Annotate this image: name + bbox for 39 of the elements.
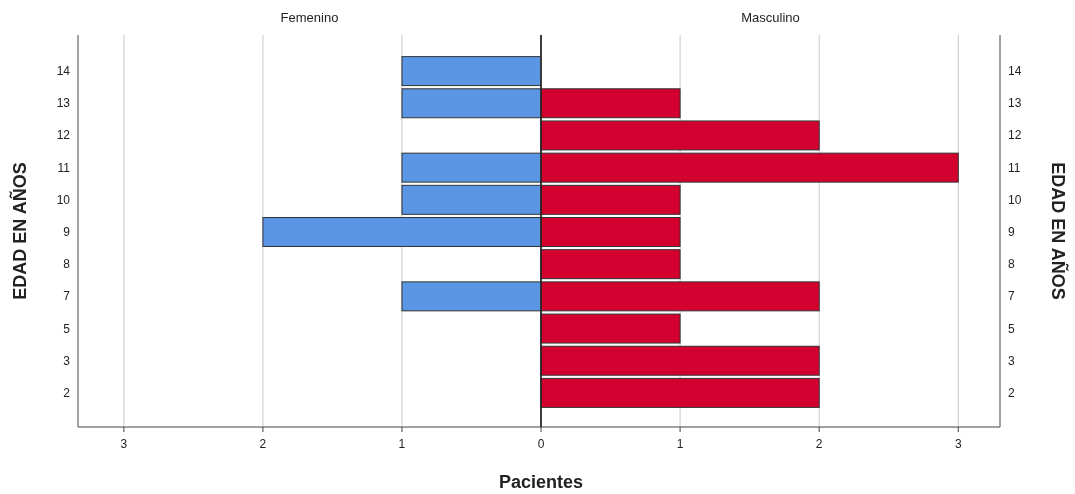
x-tick-label: 0 — [537, 437, 545, 451]
x-tick-label: 1 — [398, 437, 406, 451]
x-tick-label: 2 — [815, 437, 823, 451]
x-tick-label: 3 — [120, 437, 128, 451]
text: Femenino — [280, 10, 339, 25]
y-tick-label: 8 — [63, 257, 71, 272]
y-tick-label: 11 — [1008, 160, 1021, 175]
y-tick-label: 14 — [56, 64, 71, 79]
y-tick-label: 7 — [63, 289, 71, 304]
bar — [540, 313, 681, 344]
y-tick-label: 2 — [63, 385, 71, 400]
bar — [540, 345, 820, 376]
bar — [540, 377, 820, 408]
bar — [540, 120, 820, 151]
y-tick-label: 10 — [56, 192, 71, 207]
y-tick-label: 3 — [1008, 353, 1015, 368]
x-tick-label: 2 — [259, 437, 267, 451]
y-tick-label: 14 — [1008, 64, 1022, 79]
y-tick-label: 10 — [1008, 192, 1022, 207]
y-tick-label: 13 — [56, 96, 71, 111]
bar — [540, 249, 681, 280]
text: Masculino — [741, 10, 800, 25]
y-tick-label: 3 — [63, 353, 71, 368]
y-tick-label: 12 — [1008, 128, 1022, 143]
y-tick-label: 5 — [1008, 321, 1015, 336]
y-tick-label: 13 — [1008, 96, 1022, 111]
y-tick-label: 7 — [1008, 289, 1015, 304]
y-tick-label: 12 — [56, 128, 71, 143]
x-axis-title: Pacientes — [498, 472, 584, 492]
y-tick-label: 5 — [63, 321, 71, 336]
y-tick-label: 9 — [1008, 225, 1015, 239]
y-tick-label: 9 — [63, 225, 71, 239]
x-tick-label: 3 — [954, 437, 962, 451]
y-axis-title: EDAD EN AÑOS — [9, 162, 30, 300]
x-tick-label: 1 — [676, 437, 684, 451]
y-tick-label: 8 — [1008, 257, 1015, 272]
y2-axis-title: EDAD EN AÑOS — [1048, 162, 1069, 300]
y-tick-label: 2 — [1008, 385, 1015, 400]
y-tick-label: 11 — [57, 160, 71, 175]
